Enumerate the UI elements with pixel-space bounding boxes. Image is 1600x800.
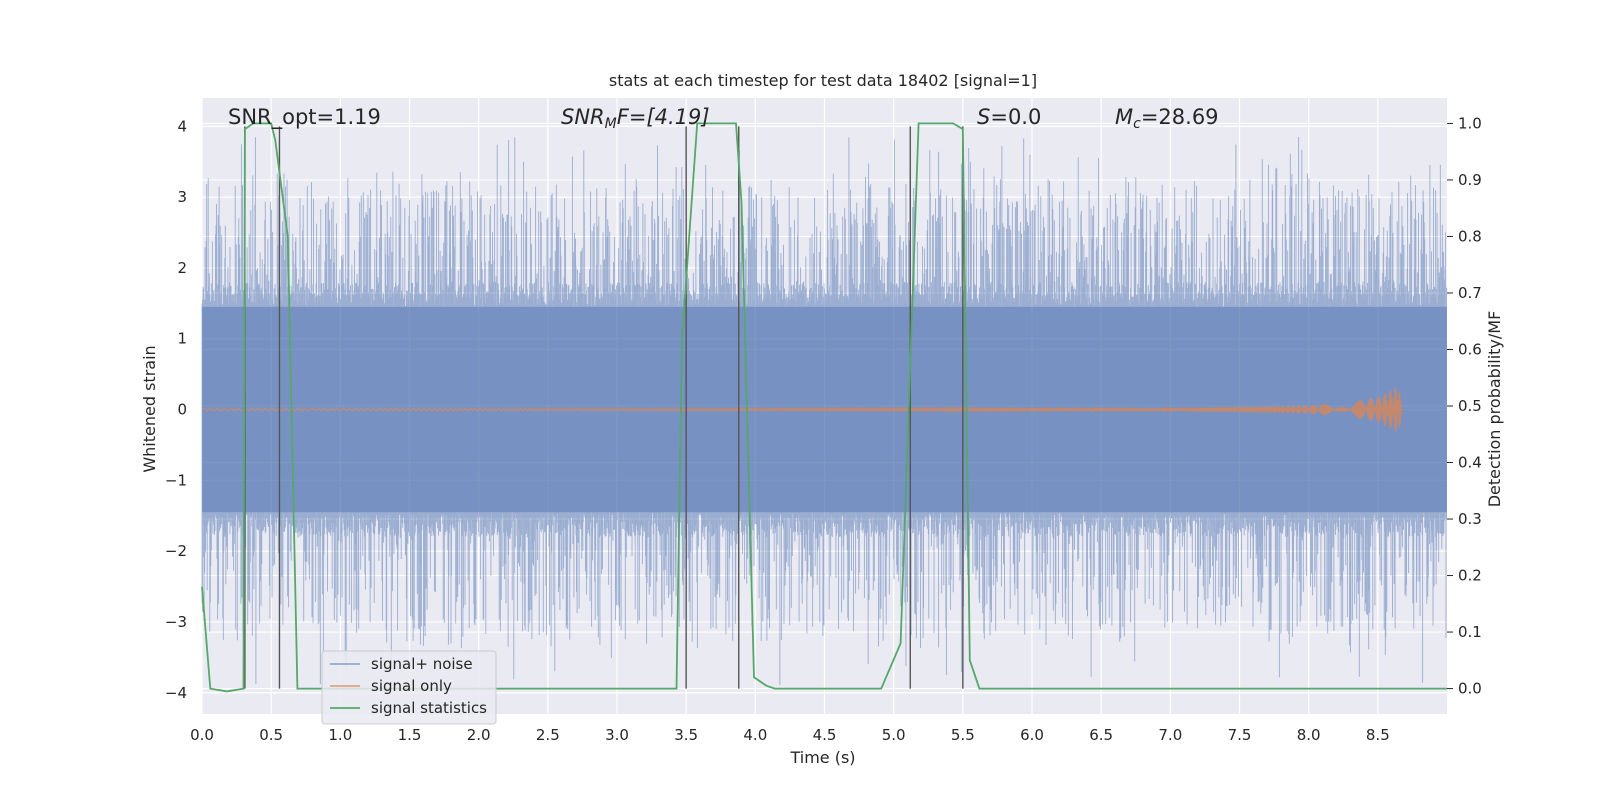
y-tick-label-left: 1 bbox=[177, 330, 187, 348]
annotation-snr-mf: SNRMF=[4.19] bbox=[561, 105, 710, 132]
legend: signal+ noise signal only signal statist… bbox=[321, 650, 497, 725]
x-tick-label: 8.5 bbox=[1366, 726, 1390, 744]
annotation-snr-opt: SNR_opt=1.19 bbox=[228, 105, 381, 130]
series-signal-statistics bbox=[201, 122, 1447, 693]
y-tick-label-right: 0.1 bbox=[1458, 623, 1482, 641]
y-tick-label-left: 3 bbox=[177, 188, 187, 206]
annotation-mc: Mc=28.69 bbox=[1115, 105, 1219, 132]
y-tick-label-right: 0.5 bbox=[1458, 397, 1482, 415]
y-tick-label-left: −1 bbox=[165, 471, 187, 489]
axis-ticks: 0.0 0.5 1.0 1.5 2.0 2.5 3.0 3.5 4.0 4.5 5.0 5.5 6.0 6… bbox=[165, 114, 1482, 744]
legend-box bbox=[321, 650, 497, 725]
x-tick-label: 4.5 bbox=[813, 726, 837, 744]
legend-label-noise: signal+ noise bbox=[371, 655, 473, 673]
y-tick-label-right: 0.0 bbox=[1458, 680, 1482, 698]
x-tick-label: 4.0 bbox=[743, 726, 767, 744]
y-axis-label-left: Whitened strain bbox=[140, 345, 159, 472]
y-tick-label-left: 0 bbox=[177, 401, 187, 419]
y-tick-label-left: −4 bbox=[165, 684, 187, 702]
y-tick-label-right: 0.7 bbox=[1458, 284, 1482, 302]
x-axis-label: Time (s) bbox=[789, 748, 855, 767]
series-signal-only bbox=[201, 386, 1404, 432]
x-tick-label: 3.5 bbox=[674, 726, 698, 744]
x-tick-label: 7.0 bbox=[1158, 726, 1182, 744]
y-tick-label-left: −3 bbox=[165, 613, 187, 631]
y-tick-label-right: 0.8 bbox=[1458, 227, 1482, 245]
y-tick-label-left: 4 bbox=[177, 117, 187, 135]
x-tick-label: 5.0 bbox=[882, 726, 906, 744]
x-tick-label: 1.5 bbox=[398, 726, 422, 744]
x-tick-label: 8.0 bbox=[1297, 726, 1321, 744]
y-tick-label-left: −2 bbox=[165, 542, 187, 560]
chart-title: stats at each timestep for test data 184… bbox=[609, 71, 1037, 90]
x-tick-label: 6.5 bbox=[1089, 726, 1113, 744]
y-tick-label-right: 0.3 bbox=[1458, 510, 1482, 528]
y-tick-label-right: 1.0 bbox=[1458, 114, 1482, 132]
x-tick-label: 0.0 bbox=[190, 726, 214, 744]
y-tick-label-right: 0.6 bbox=[1458, 340, 1482, 358]
x-tick-label: 6.0 bbox=[1020, 726, 1044, 744]
x-tick-label: 7.5 bbox=[1228, 726, 1252, 744]
y-tick-label-right: 0.4 bbox=[1458, 454, 1482, 472]
y-tick-label-right: 0.2 bbox=[1458, 567, 1482, 585]
y-axis-label-right: Detection probability/MF bbox=[1485, 311, 1504, 508]
y-tick-label-right: 0.9 bbox=[1458, 171, 1482, 189]
y-tick-label-left: 2 bbox=[177, 259, 187, 277]
x-tick-label: 2.0 bbox=[467, 726, 491, 744]
x-tick-label: 2.5 bbox=[536, 726, 560, 744]
annotation-s: S=0.0 bbox=[977, 105, 1041, 129]
legend-label-stats: signal statistics bbox=[371, 699, 487, 717]
statistics-line bbox=[201, 122, 1447, 693]
x-tick-label: 5.5 bbox=[951, 726, 975, 744]
signal-trace bbox=[201, 386, 1404, 432]
x-tick-label: 0.5 bbox=[259, 726, 283, 744]
x-tick-label: 1.0 bbox=[328, 726, 352, 744]
x-tick-label: 3.0 bbox=[605, 726, 629, 744]
legend-label-signal: signal only bbox=[371, 677, 452, 695]
